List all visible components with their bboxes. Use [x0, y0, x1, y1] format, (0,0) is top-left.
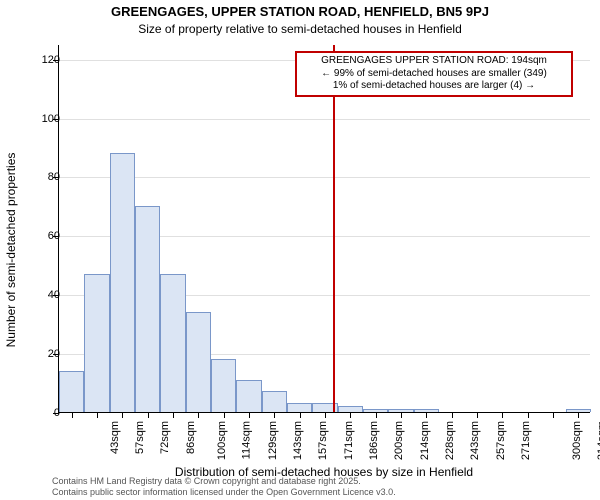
- histogram-bar: [414, 409, 439, 412]
- histogram-bar: [287, 403, 312, 412]
- x-tick: [401, 412, 402, 418]
- histogram-bar: [236, 380, 261, 412]
- histogram-bar: [110, 153, 135, 412]
- x-tick-label: 72sqm: [159, 421, 171, 454]
- histogram-bar: [566, 409, 591, 412]
- x-tick: [426, 412, 427, 418]
- y-tick-label: 40: [48, 289, 60, 301]
- x-tick-label: 314sqm: [596, 421, 600, 460]
- x-tick: [452, 412, 453, 418]
- histogram-bar: [186, 312, 211, 412]
- x-tick-label: 257sqm: [495, 421, 507, 460]
- x-tick: [350, 412, 351, 418]
- histogram-bar: [84, 274, 109, 412]
- x-tick: [97, 412, 98, 418]
- x-tick: [274, 412, 275, 418]
- x-tick-label: 157sqm: [317, 421, 329, 460]
- y-tick-label: 60: [48, 230, 60, 242]
- x-tick-label: 100sqm: [216, 421, 228, 460]
- histogram-bar: [363, 409, 388, 412]
- x-tick-label: 86sqm: [185, 421, 197, 454]
- x-tick: [72, 412, 73, 418]
- x-tick-label: 129sqm: [267, 421, 279, 460]
- histogram-bar: [388, 409, 413, 412]
- y-tick-label: 80: [48, 171, 60, 183]
- credits-block: Contains HM Land Registry data © Crown c…: [52, 476, 396, 499]
- x-tick: [300, 412, 301, 418]
- chart-root: GREENGAGES, UPPER STATION ROAD, HENFIELD…: [0, 0, 600, 500]
- histogram-bar: [59, 371, 84, 412]
- x-tick: [325, 412, 326, 418]
- y-axis-label: Number of semi-detached properties: [4, 153, 18, 348]
- x-tick-label: 200sqm: [393, 421, 405, 460]
- x-tick-label: 114sqm: [241, 421, 253, 459]
- x-tick-label: 143sqm: [292, 421, 304, 460]
- histogram-bar: [211, 359, 236, 412]
- credits-line-2: Contains public sector information licen…: [52, 487, 396, 498]
- x-tick-label: 171sqm: [343, 421, 355, 460]
- x-tick-label: 186sqm: [368, 421, 380, 460]
- x-tick-label: 57sqm: [134, 421, 146, 454]
- histogram-bar: [338, 406, 363, 412]
- x-tick-label: 43sqm: [109, 421, 121, 454]
- x-tick: [477, 412, 478, 418]
- x-tick-label: 300sqm: [571, 421, 583, 460]
- histogram-bar: [135, 206, 160, 412]
- y-tick-label: 100: [42, 113, 60, 125]
- x-tick: [122, 412, 123, 418]
- annotation-line: 1% of semi-detached houses are larger (4…: [301, 80, 567, 93]
- credits-line-1: Contains HM Land Registry data © Crown c…: [52, 476, 396, 487]
- x-tick-label: 214sqm: [419, 421, 431, 460]
- y-tick-label: 20: [48, 348, 60, 360]
- chart-title-main: GREENGAGES, UPPER STATION ROAD, HENFIELD…: [0, 4, 600, 19]
- x-tick-label: 271sqm: [520, 421, 532, 460]
- x-tick: [173, 412, 174, 418]
- chart-title-sub: Size of property relative to semi-detach…: [0, 22, 600, 36]
- marker-line: [333, 45, 335, 412]
- histogram-bar: [262, 391, 287, 412]
- x-tick: [578, 412, 579, 418]
- histogram-bar: [160, 274, 185, 412]
- x-tick: [224, 412, 225, 418]
- x-tick: [528, 412, 529, 418]
- annotation-box: GREENGAGES UPPER STATION ROAD: 194sqm← 9…: [295, 51, 573, 97]
- x-tick-label: 228sqm: [444, 421, 456, 460]
- x-tick: [502, 412, 503, 418]
- gridline: [59, 177, 590, 178]
- x-tick: [148, 412, 149, 418]
- gridline: [59, 119, 590, 120]
- x-tick: [376, 412, 377, 418]
- annotation-line: GREENGAGES UPPER STATION ROAD: 194sqm: [301, 55, 567, 68]
- annotation-line: ← 99% of semi-detached houses are smalle…: [301, 68, 567, 81]
- x-tick: [249, 412, 250, 418]
- x-tick: [553, 412, 554, 418]
- plot-area: 43sqm57sqm72sqm86sqm100sqm114sqm129sqm14…: [58, 45, 590, 413]
- y-tick-label: 120: [42, 54, 60, 66]
- x-tick: [198, 412, 199, 418]
- x-tick-label: 243sqm: [469, 421, 481, 460]
